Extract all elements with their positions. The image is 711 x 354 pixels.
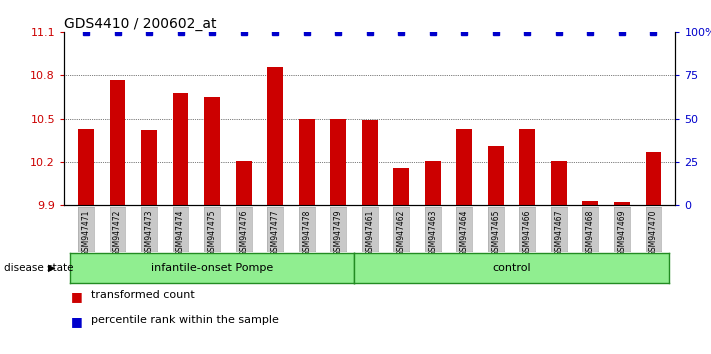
Bar (109, 80, 125, 205)
Text: GSM947468: GSM947468 (586, 209, 595, 256)
Bar (646, 152, 661, 205)
Text: GSM947461: GSM947461 (365, 209, 374, 256)
Bar (173, 92, 188, 205)
Text: GDS4410 / 200602_at: GDS4410 / 200602_at (64, 17, 216, 31)
Text: GSM947467: GSM947467 (555, 209, 563, 256)
Text: transformed count: transformed count (91, 290, 195, 300)
Bar (204, 97, 220, 205)
Text: GSM947465: GSM947465 (491, 209, 501, 256)
Text: GSM947476: GSM947476 (239, 209, 248, 256)
Text: GSM947469: GSM947469 (617, 209, 626, 256)
Text: ▶: ▶ (48, 263, 56, 273)
Bar (299, 119, 314, 205)
Bar (614, 202, 630, 205)
Bar (488, 146, 503, 205)
Text: GSM947475: GSM947475 (208, 209, 217, 256)
Text: GSM947462: GSM947462 (397, 209, 406, 256)
Bar (331, 119, 346, 205)
Text: GSM947473: GSM947473 (144, 209, 154, 256)
Text: GSM947474: GSM947474 (176, 209, 185, 256)
Bar (393, 168, 409, 205)
Text: percentile rank within the sample: percentile rank within the sample (91, 315, 279, 325)
Bar (456, 129, 472, 205)
Text: ■: ■ (71, 290, 83, 303)
Text: disease state: disease state (4, 263, 73, 273)
Bar (582, 201, 598, 205)
Text: GSM947471: GSM947471 (82, 209, 90, 256)
Text: GSM947477: GSM947477 (271, 209, 279, 256)
Text: ■: ■ (71, 315, 83, 328)
Text: GSM947470: GSM947470 (649, 209, 658, 256)
Bar (141, 130, 157, 205)
Text: GSM947466: GSM947466 (523, 209, 532, 256)
Text: GSM947463: GSM947463 (428, 209, 437, 256)
Bar (362, 120, 378, 205)
Bar (267, 67, 283, 205)
Text: GSM947464: GSM947464 (460, 209, 469, 256)
Text: control: control (492, 263, 531, 273)
Bar (236, 160, 252, 205)
Bar (78, 129, 94, 205)
Bar (520, 129, 535, 205)
Bar (425, 160, 441, 205)
Text: GSM947478: GSM947478 (302, 209, 311, 256)
Text: infantile-onset Pompe: infantile-onset Pompe (151, 263, 273, 273)
Text: GSM947472: GSM947472 (113, 209, 122, 256)
Bar (551, 160, 567, 205)
Text: GSM947479: GSM947479 (333, 209, 343, 256)
